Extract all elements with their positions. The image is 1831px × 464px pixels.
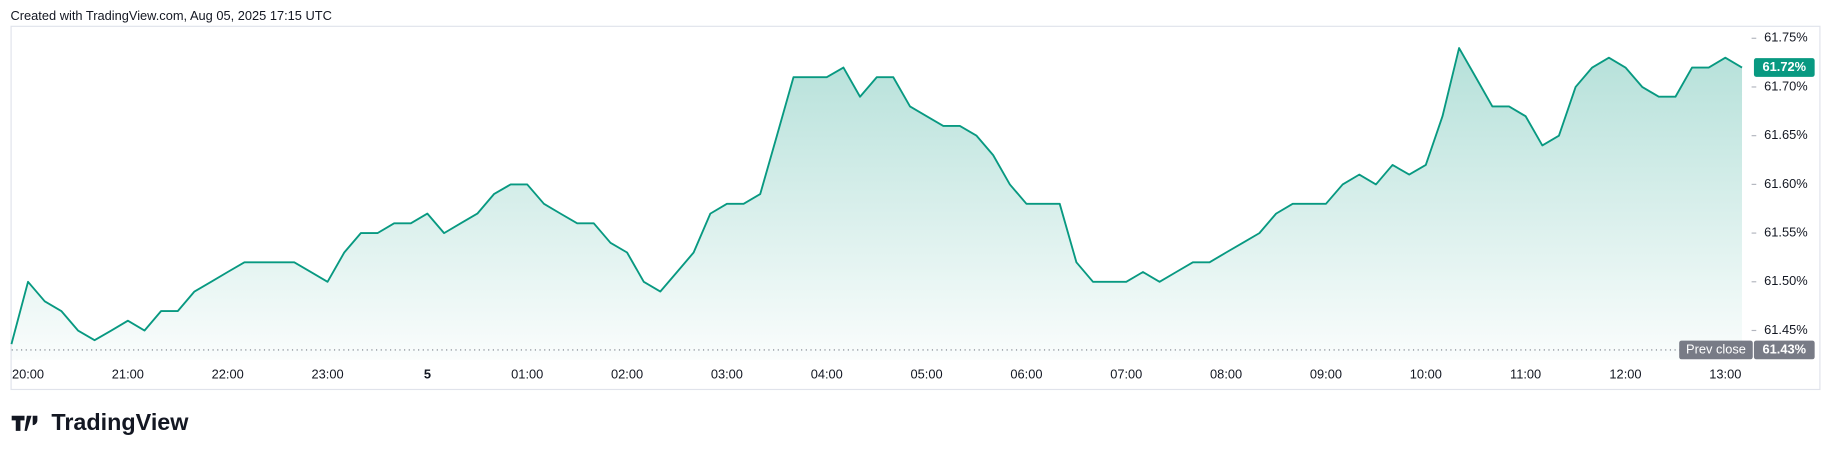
x-tick-label: 03:00 — [711, 366, 743, 381]
logo-icon — [11, 415, 38, 431]
area-fill — [11, 48, 1743, 360]
x-tick-label: 09:00 — [1310, 366, 1342, 381]
x-tick-label: 22:00 — [212, 366, 244, 381]
x-tick-label: 13:00 — [1709, 366, 1741, 381]
x-tick-label: 06:00 — [1010, 366, 1042, 381]
y-tick-label: 61.65% — [1764, 127, 1808, 142]
x-tick-label: 07:00 — [1110, 366, 1142, 381]
x-tick-label: 23:00 — [311, 366, 343, 381]
y-tick-label: 61.70% — [1764, 78, 1808, 93]
y-tick-label: 61.50% — [1764, 273, 1808, 288]
x-tick-label: 5 — [424, 366, 431, 381]
prev-close-label: 61.43% — [1763, 341, 1807, 356]
y-tick-label: 61.45% — [1764, 322, 1808, 337]
y-tick-label: 61.75% — [1764, 30, 1808, 45]
x-tick-label: 21:00 — [112, 366, 144, 381]
x-tick-label: 01:00 — [511, 366, 543, 381]
last-price-label: 61.72% — [1763, 59, 1807, 74]
prev-close-name-badge — [1679, 340, 1753, 360]
logo: TradingView — [11, 409, 189, 435]
prev-close-badge — [1753, 340, 1815, 360]
x-tick-label: 10:00 — [1410, 366, 1442, 381]
header: Created with TradingView.com, Aug 05, 20… — [11, 8, 332, 23]
x-tick-label: 20:00 — [12, 366, 44, 381]
y-tick-label: 61.60% — [1764, 176, 1808, 191]
price-line — [10, 47, 1743, 345]
y-tick-label: 61.55% — [1764, 224, 1808, 239]
last-price-badge — [1753, 58, 1815, 77]
x-tick-label: 12:00 — [1609, 366, 1641, 381]
logo-text: TradingView — [51, 409, 189, 435]
x-tick-label: 04:00 — [811, 366, 843, 381]
x-tick-label: 11:00 — [1510, 366, 1541, 381]
prev-close-name: Prev close — [1686, 341, 1746, 356]
x-tick-label: 02:00 — [611, 366, 643, 381]
chart-frame — [10, 25, 1821, 391]
x-tick-label: 08:00 — [1210, 366, 1242, 381]
x-tick-label: 05:00 — [911, 366, 943, 381]
